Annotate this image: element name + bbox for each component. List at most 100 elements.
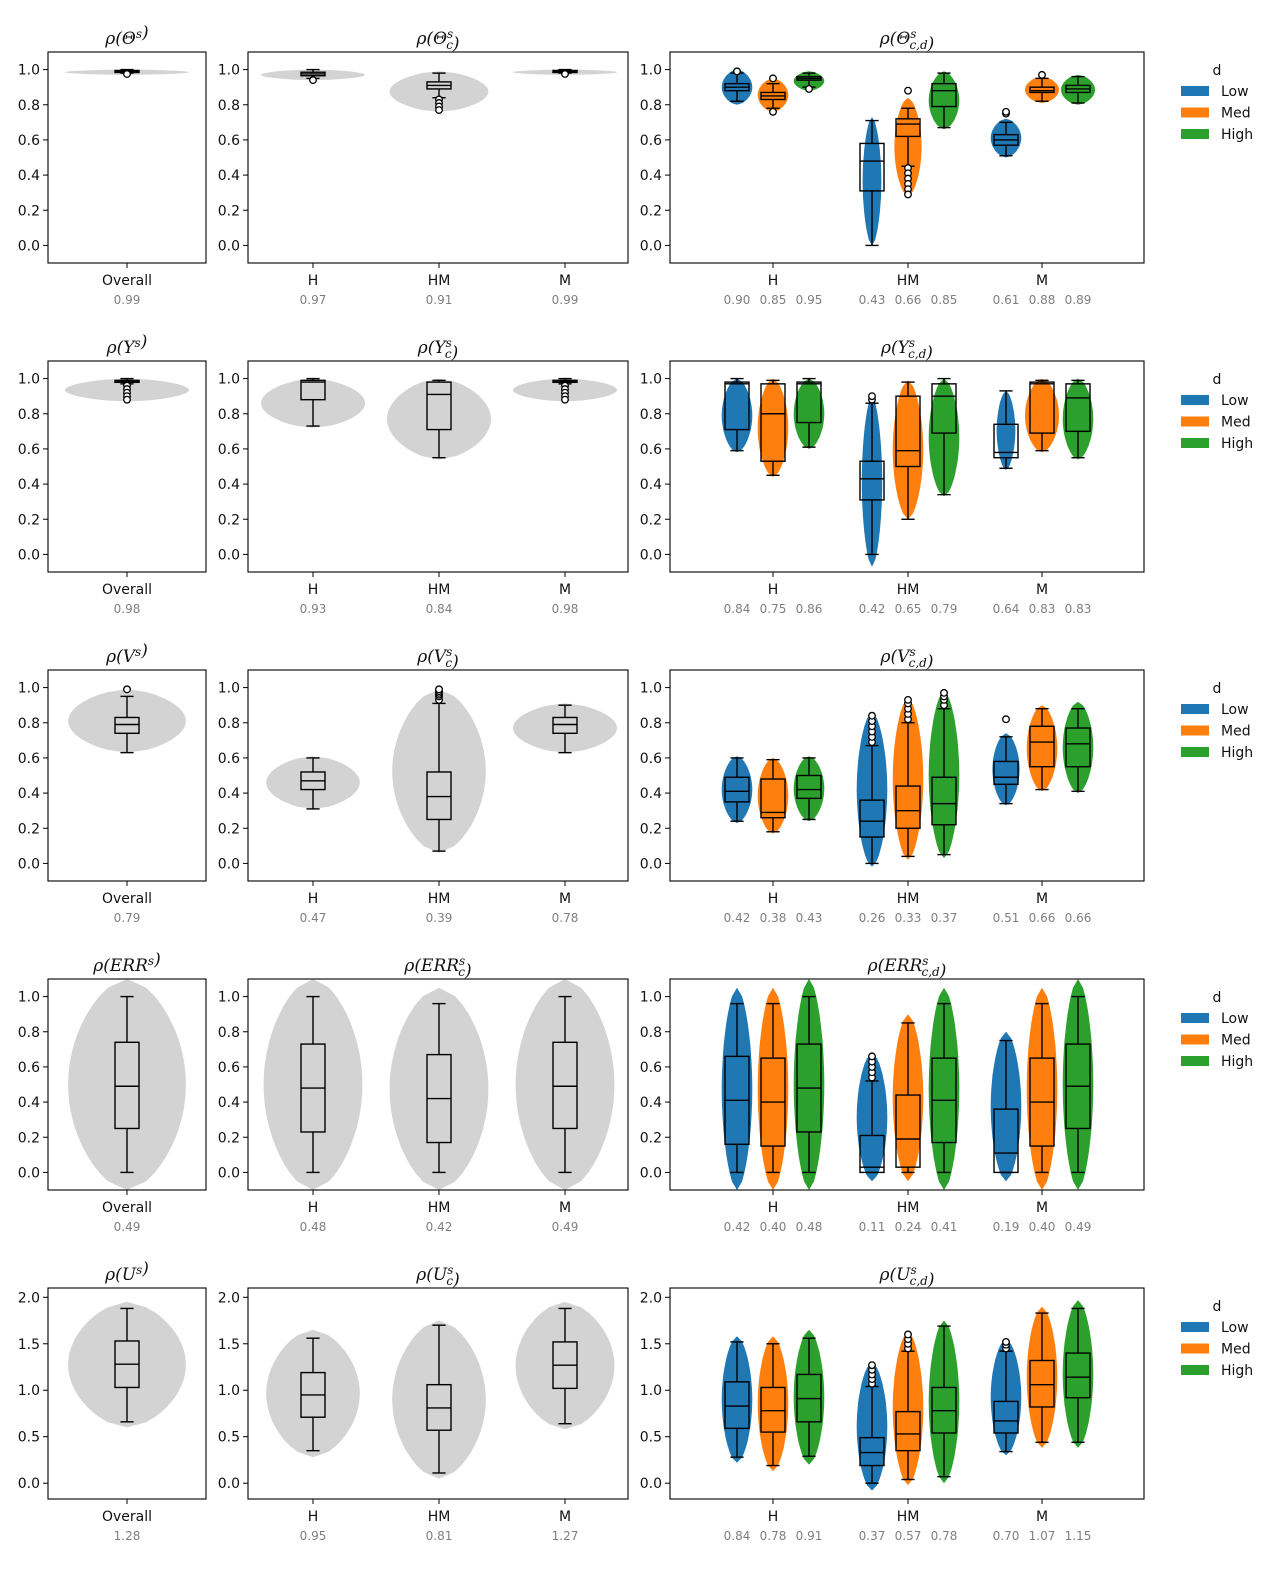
mean-label: 0.90: [724, 293, 751, 307]
flier-point: [123, 395, 131, 404]
panel-title: ρ(Vs): [105, 641, 148, 667]
mean-label: 0.65: [895, 602, 922, 616]
axes-frame: [247, 1287, 629, 1500]
violin-body: [68, 979, 186, 1190]
violin-body: [721, 1336, 753, 1463]
mean-label: 1.07: [1029, 1529, 1056, 1543]
y-tick-label: 1.0: [640, 990, 662, 1006]
y-tick-label: 0.0: [18, 1165, 40, 1181]
panel-title: ρ(Ys): [106, 332, 148, 358]
y-tick-label: 0.2: [640, 512, 662, 528]
category-label: HM: [428, 891, 451, 907]
y-tick-label: 0.6: [18, 751, 40, 767]
y-tick-label: 0.0: [218, 1165, 240, 1181]
y-tick-label: 0.2: [18, 821, 40, 837]
category-label: Overall: [102, 1200, 152, 1216]
mean-label: 0.37: [931, 911, 958, 925]
violin-body: [263, 979, 363, 1190]
mean-label: 0.43: [796, 911, 823, 925]
flier-point: [904, 1330, 912, 1339]
legend-label: High: [1221, 745, 1253, 761]
y-tick-label: 0.8: [18, 407, 40, 423]
axes-frame: [669, 978, 1145, 1191]
mean-label: 0.66: [1029, 911, 1056, 925]
flier-point: [769, 74, 777, 83]
mean-label: 0.24: [895, 1220, 922, 1234]
panel-class: 0.0 0.2 0.4 0.6 0.8 1.0 ρ(Θs c) H 0.97 HM 0.91 M 0.99: [218, 27, 629, 307]
box: [760, 383, 786, 462]
y-tick-label: 0.5: [640, 1430, 662, 1446]
mean-label: 0.57: [895, 1529, 922, 1543]
chart-row-v: 0.0 0.2 0.4 0.6 0.8 1.0 ρ(Vs) Overall 0.79 0.0 0.2…: [18, 641, 1253, 925]
y-tick-label: 0.4: [18, 477, 40, 493]
category-label: Overall: [102, 273, 152, 289]
panel-title: ρ(Θs c,d): [879, 27, 935, 54]
box: [426, 771, 452, 821]
y-tick-label: 0.6: [640, 751, 662, 767]
y-tick-label: 0.0: [218, 547, 240, 563]
flier-point: [868, 392, 876, 401]
axes-frame: [47, 669, 207, 882]
mean-label: 0.95: [300, 1529, 327, 1543]
y-tick-label: 0.2: [218, 821, 240, 837]
panel-diff: 0.0 0.5 1.0 1.5 2.0 ρ(Us c,d) 0.84 0.78 0.91 H 0.37…: [640, 1263, 1145, 1543]
violin-body: [757, 78, 789, 112]
legend-label: Med: [1221, 724, 1251, 740]
legend-label: High: [1221, 1054, 1253, 1070]
y-tick-label: 0.6: [218, 751, 240, 767]
violin-body: [793, 1329, 825, 1465]
y-tick-label: 0.6: [18, 442, 40, 458]
box: [760, 778, 786, 819]
y-tick-label: 0.8: [640, 98, 662, 114]
axes-frame: [47, 1287, 207, 1500]
box: [1029, 1359, 1055, 1408]
mean-label: 0.42: [724, 911, 751, 925]
mean-label: 0.48: [796, 1220, 823, 1234]
category-label: H: [308, 582, 319, 598]
mean-label: 0.51: [993, 911, 1020, 925]
violin-body: [928, 71, 960, 130]
violin-body: [862, 117, 882, 246]
axes-frame: [247, 669, 629, 882]
box: [993, 1108, 1019, 1174]
box: [724, 381, 750, 431]
mean-label: 0.84: [724, 602, 751, 616]
mean-label: 0.91: [796, 1529, 823, 1543]
mean-label: 0.84: [426, 602, 453, 616]
violin-body: [266, 756, 360, 809]
y-tick-label: 0.6: [640, 442, 662, 458]
box: [1065, 727, 1091, 768]
y-tick-label: 0.4: [18, 168, 40, 184]
y-tick-label: 1.5: [640, 1337, 662, 1353]
chart-row-u: 0.0 0.5 1.0 1.5 2.0 ρ(Us) Overall 1.28 0.0 0.5 1.0…: [18, 1259, 1253, 1543]
box: [859, 1436, 885, 1467]
y-tick-label: 0.8: [218, 1025, 240, 1041]
legend-label: Low: [1221, 702, 1249, 718]
legend-label: Med: [1221, 106, 1251, 122]
panel-class: 0.0 0.2 0.4 0.6 0.8 1.0 ρ(Vs c) H 0.47 HM 0.39 M 0.78: [218, 645, 629, 925]
violin-body: [392, 1320, 486, 1479]
y-tick-label: 0.5: [18, 1430, 40, 1446]
mean-label: 0.79: [931, 602, 958, 616]
flier-point: [561, 70, 569, 78]
box: [552, 1041, 578, 1130]
flier-point: [940, 688, 948, 697]
legend-swatch: [1181, 129, 1209, 139]
box: [796, 381, 822, 424]
y-tick-label: 1.0: [18, 372, 40, 388]
chart-row-err: 0.00.20.40.60.81.0ρ(ERRs)Overall0.490.00…: [18, 950, 1253, 1234]
box: [552, 716, 578, 734]
mean-label: 0.11: [859, 1220, 886, 1234]
axes-frame: [47, 978, 207, 1191]
box: [1029, 725, 1055, 768]
y-tick-label: 0.0: [18, 238, 40, 254]
y-tick-label: 0.0: [18, 547, 40, 563]
y-tick-label: 2.0: [640, 1290, 662, 1306]
violin-body: [266, 1329, 360, 1458]
category-label: H: [308, 1509, 319, 1525]
legend-swatch: [1181, 1034, 1209, 1045]
box: [796, 774, 822, 800]
legend-label: High: [1221, 1363, 1253, 1379]
y-tick-label: 1.0: [218, 681, 240, 697]
y-tick-label: 0.8: [218, 407, 240, 423]
